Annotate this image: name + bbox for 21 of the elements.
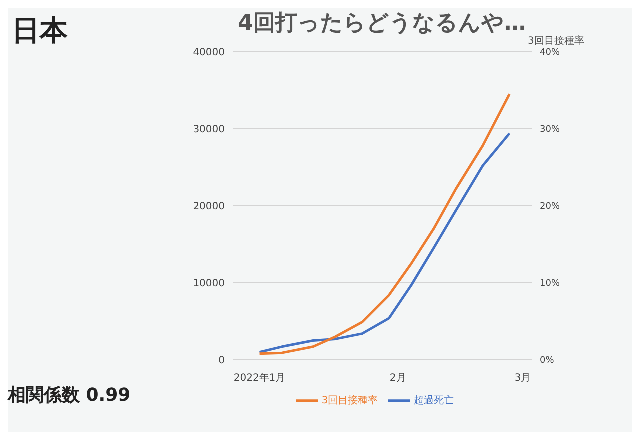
x-tick-label: 3月: [514, 373, 532, 384]
y2-tick-label: 0%: [540, 356, 555, 366]
x-tick-label: 2022年1月: [234, 372, 286, 384]
text: 4回打ったらどうなるんや…: [238, 10, 526, 38]
x-tick-label: 2月: [390, 373, 406, 384]
text: 相関係数 0.99: [8, 384, 131, 407]
y2-tick-label: 30%: [540, 125, 560, 136]
y2-tick-label: 20%: [540, 202, 560, 212]
y2-tick-label: 40%: [540, 48, 560, 58]
y-tick-label: 20000: [193, 202, 225, 213]
legend-label: 3回目接種率: [322, 396, 378, 407]
legend-label: 超過死亡: [414, 396, 454, 407]
y-tick-label: 30000: [193, 124, 225, 136]
y-tick-label: 10000: [193, 278, 225, 290]
line-series: [258, 132, 511, 354]
y-tick-label: 0: [218, 356, 225, 367]
y2-axis-title: 3回目接種率: [528, 34, 584, 48]
chart-title: 日本: [12, 13, 68, 49]
y-tick-label: 40000: [193, 48, 225, 59]
y2-tick-label: 10%: [540, 279, 560, 290]
line-series: [258, 93, 511, 356]
